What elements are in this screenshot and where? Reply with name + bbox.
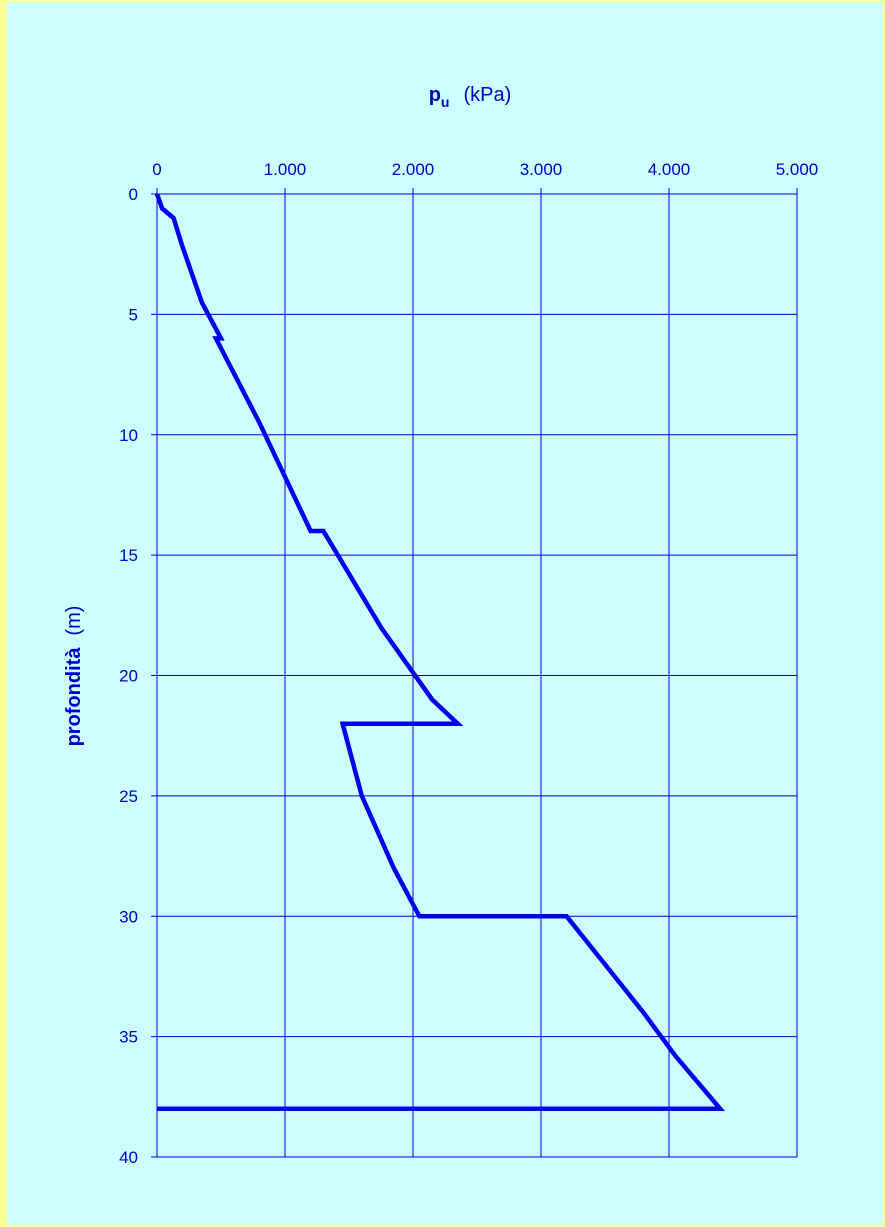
y-tick-label: 5 (129, 305, 138, 324)
plot-panel (7, 2, 883, 1225)
x-tick-labels: 0 1.000 2.000 3.000 4.000 5.000 (152, 160, 818, 179)
y-axis-title-main: profondità (63, 647, 85, 747)
y-tick-label: 40 (119, 1148, 138, 1167)
y-axis-title-unit: (m) (63, 606, 85, 636)
x-axis-title-unit: (kPa) (463, 84, 511, 106)
y-tick-label: 15 (119, 546, 138, 565)
y-axis-title: profondità (m) (63, 606, 85, 747)
y-tick-labels: 0 5 10 15 20 25 30 35 40 (119, 185, 138, 1167)
x-axis-title-sub: u (441, 94, 450, 110)
grid (151, 188, 798, 1158)
x-tick-label: 2.000 (392, 160, 435, 179)
y-tick-label: 30 (119, 907, 138, 926)
x-axis-title-main: p (429, 84, 441, 106)
x-tick-label: 1.000 (264, 160, 307, 179)
y-tick-label: 20 (119, 667, 138, 686)
x-axis-title: pu (kPa) (429, 84, 512, 110)
y-tick-label: 25 (119, 787, 138, 806)
series-line (154, 193, 726, 1112)
y-tick-label: 0 (129, 185, 138, 204)
x-tick-label: 4.000 (648, 160, 691, 179)
x-tick-label: 5.000 (776, 160, 819, 179)
y-tick-label: 35 (119, 1028, 138, 1047)
y-tick-label: 10 (119, 426, 138, 445)
x-tick-label: 3.000 (520, 160, 563, 179)
x-tick-label: 0 (152, 160, 161, 179)
